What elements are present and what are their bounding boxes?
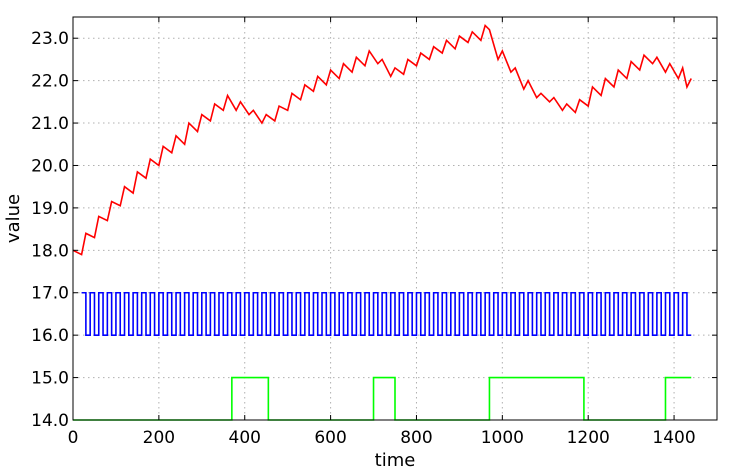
x-tick-label: 400 <box>229 428 261 448</box>
y-tick-label: 14.0 <box>31 411 69 431</box>
x-tick-label: 1200 <box>567 428 610 448</box>
x-tick-label: 0 <box>68 428 79 448</box>
series-line-3 <box>73 376 692 421</box>
x-tick-label: 800 <box>400 428 432 448</box>
tick-labels: 0 200 400 600 800 1000 1200 1400 14.0 15.0 16.0 17.… <box>31 29 696 448</box>
y-tick-label: 22.0 <box>31 72 69 92</box>
y-tick-label: 16.0 <box>31 326 69 346</box>
x-tick-label: 600 <box>314 428 346 448</box>
y-axis-label: value <box>3 194 24 243</box>
x-tick-label: 1400 <box>652 428 695 448</box>
y-tick-label: 21.0 <box>31 114 69 134</box>
series-line-2 <box>81 291 692 336</box>
y-tick-label: 19.0 <box>31 199 69 219</box>
x-tick-label: 200 <box>143 428 175 448</box>
y-tick-label: 23.0 <box>31 29 69 49</box>
plot-frame <box>72 16 718 421</box>
y-tick-label: 20.0 <box>31 156 69 176</box>
series-group <box>72 23 692 421</box>
y-tick-label: 15.0 <box>31 369 69 389</box>
x-tick-label: 1000 <box>481 428 524 448</box>
x-axis-label: time <box>375 450 416 471</box>
grid <box>73 17 717 420</box>
axis-ticks <box>72 17 717 421</box>
series-line-1 <box>72 23 692 256</box>
y-tick-label: 17.0 <box>31 284 69 304</box>
y-tick-label: 18.0 <box>31 241 69 261</box>
